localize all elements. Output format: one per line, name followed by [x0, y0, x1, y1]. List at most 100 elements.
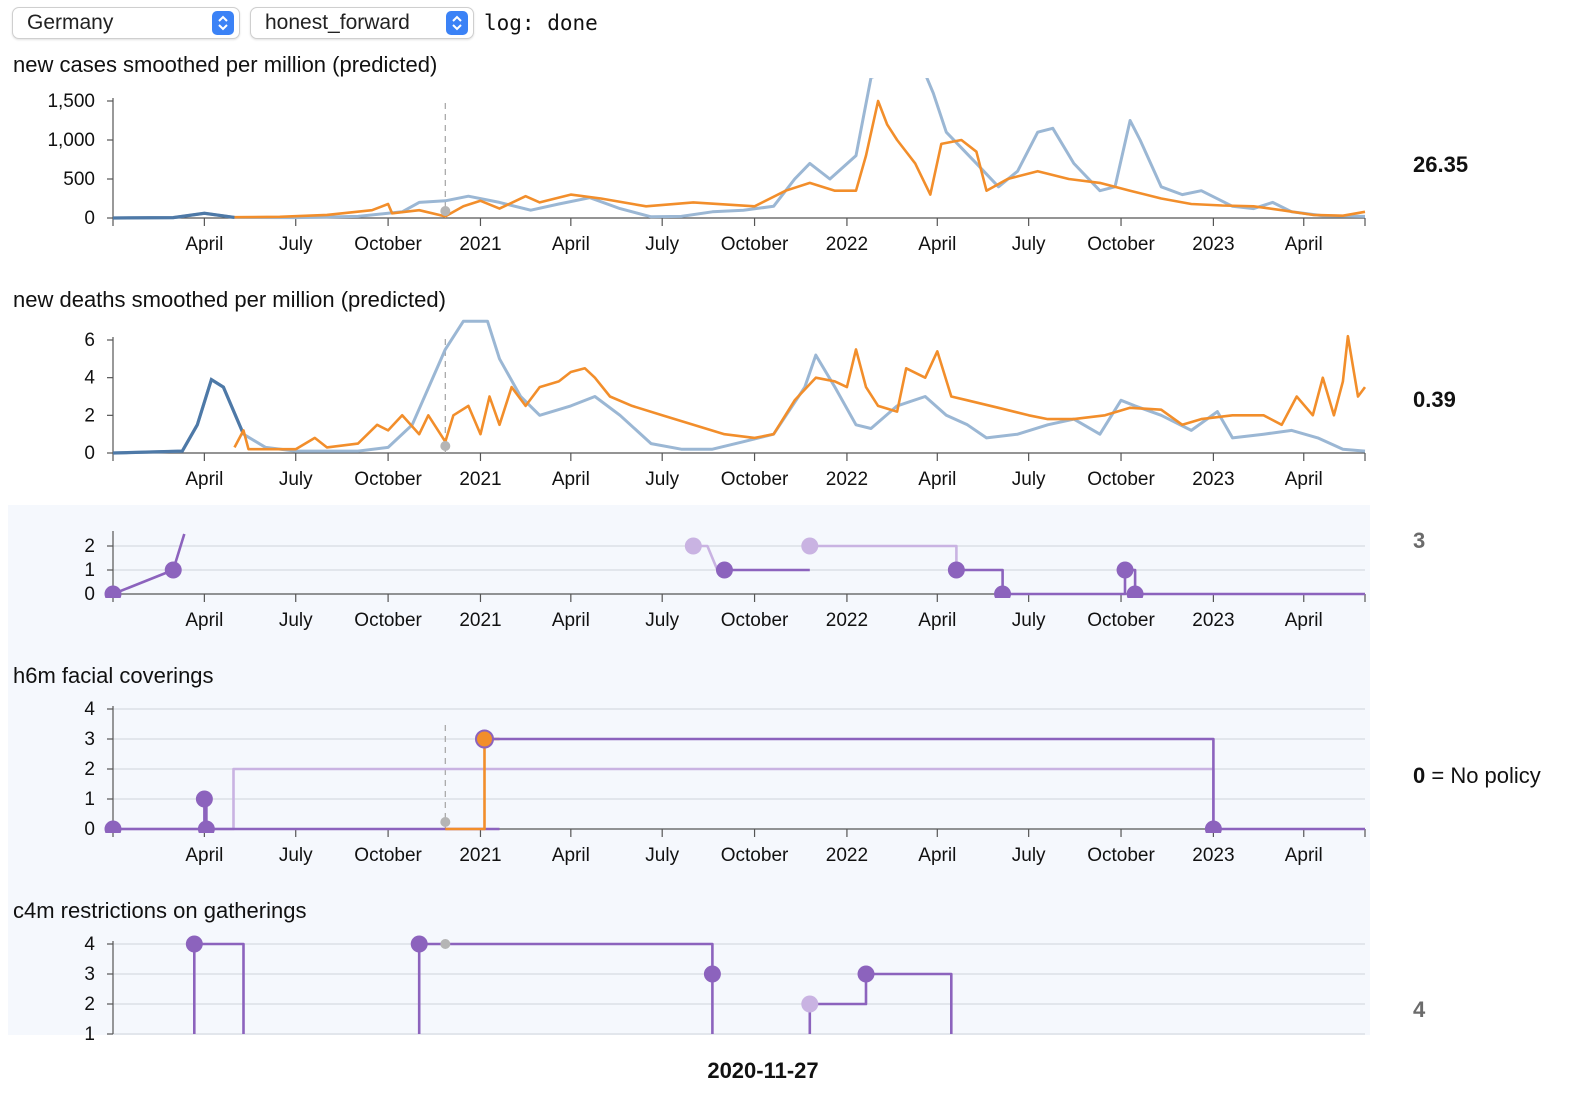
current-date-dot [440, 441, 451, 451]
x-tick-label: October [1087, 845, 1155, 866]
y-tick-label: 2 [84, 536, 95, 557]
current-date-dot [440, 817, 451, 827]
x-tick-label: April [918, 469, 956, 490]
x-tick-label: October [354, 234, 422, 255]
x-tick-label: 2022 [826, 610, 868, 631]
policy-change-marker [715, 561, 733, 579]
x-tick-label: April [185, 610, 223, 631]
policy-change-marker [801, 537, 819, 555]
x-tick-label: October [1087, 610, 1155, 631]
x-tick-label: 2023 [1192, 234, 1234, 255]
x-tick-label: July [279, 845, 313, 866]
policy-change-marker [1204, 820, 1222, 833]
y-tick-label: 0 [84, 208, 95, 229]
policy-change-marker [185, 935, 203, 953]
y-tick-label: 1 [84, 1024, 95, 1045]
policy-change-marker [104, 820, 122, 833]
x-tick-label: July [1012, 845, 1046, 866]
x-tick-label: 2022 [826, 469, 868, 490]
x-tick-label: October [354, 610, 422, 631]
x-tick-label: April [918, 610, 956, 631]
y-tick-label: 4 [84, 934, 95, 955]
country-select[interactable]: Germany [12, 7, 240, 39]
gatherings-chart: 1 2 3 4 [84, 934, 1365, 1045]
series-line-policy [484, 737, 1365, 831]
policy-change-marker [947, 561, 965, 579]
x-tick-label: April [1285, 469, 1323, 490]
x-tick-label: July [645, 469, 679, 490]
x-tick-label: July [645, 610, 679, 631]
policy-change-marker [195, 790, 213, 808]
x-tick-label: April [1285, 234, 1323, 255]
y-tick-label: 3 [84, 964, 95, 985]
y-tick-label: 2 [84, 405, 95, 426]
x-tick-label: 2023 [1192, 610, 1234, 631]
facial-coverings-current-value: 0 = No policy [1413, 763, 1541, 789]
policy-change-marker [1126, 585, 1144, 598]
series-group [112, 78, 1366, 220]
y-tick-label: 4 [84, 368, 95, 389]
facial-coverings-value-label: = No policy [1425, 763, 1541, 788]
x-tick-label: July [1012, 610, 1046, 631]
y-tick-label: 1 [84, 789, 95, 810]
series-line-actual-early [112, 377, 245, 455]
series-line-actual-early [112, 211, 235, 220]
x-tick-label: July [279, 610, 313, 631]
policy-change-marker [164, 561, 182, 579]
series-line-policy [193, 942, 245, 1034]
x-tick-label: April [185, 845, 223, 866]
policy-change-marker [857, 965, 875, 983]
y-tick-label: 3 [84, 729, 95, 750]
x-tick-label: April [185, 234, 223, 255]
facial-coverings-chart: 0 1 2 3 4 April July October 2021 April July Octobe… [84, 699, 1366, 866]
y-tick-label: 2 [84, 759, 95, 780]
policy-change-marker [684, 537, 702, 555]
gatherings-current-value: 4 [1413, 997, 1426, 1022]
x-tick-label: October [1087, 469, 1155, 490]
x-tick-label: 2022 [826, 234, 868, 255]
x-tick-label: October [721, 469, 789, 490]
x-tick-label: 2023 [1192, 845, 1234, 866]
y-tick-label: 0 [84, 819, 95, 840]
gatherings-title: c4m restrictions on gatherings [13, 898, 307, 923]
series-line-predicted [234, 99, 1366, 219]
deaths-current-value: 0.39 [1413, 387, 1456, 412]
x-tick-label: July [645, 845, 679, 866]
select-arrows-icon [212, 11, 234, 35]
y-tick-label: 4 [84, 699, 95, 720]
x-tick-label: 2021 [459, 610, 501, 631]
x-tick-label: April [1285, 610, 1323, 631]
current-date-dot [440, 206, 451, 216]
selected-date: 2020-11-27 [707, 1058, 819, 1083]
x-tick-label: October [721, 845, 789, 866]
toolbar: Germany honest_forward log: done [12, 6, 598, 40]
facial-coverings-title: h6m facial coverings [13, 663, 214, 688]
policy-change-marker [104, 585, 122, 598]
series-line-actual [112, 78, 1366, 220]
y-tick-label: 2 [84, 994, 95, 1015]
series-line-policy [417, 942, 714, 1034]
facial-coverings-value: 0 [1413, 763, 1426, 788]
country-select-value: Germany [27, 11, 114, 34]
x-tick-label: October [1087, 234, 1155, 255]
log-status: log: done [484, 11, 598, 35]
series-group [112, 319, 1367, 455]
policy-current-value: 3 [1413, 528, 1426, 553]
x-tick-label: April [552, 234, 590, 255]
y-tick-label: 1,000 [47, 130, 95, 151]
x-tick-label: July [645, 234, 679, 255]
series-line-policy [808, 972, 953, 1034]
cases-chart: 0 500 1,000 1,500 April July October 2021 April J… [47, 78, 1366, 255]
policy-change-marker [801, 995, 819, 1013]
x-tick-label: 2022 [826, 845, 868, 866]
x-tick-label: April [918, 234, 956, 255]
series-group [185, 935, 953, 1034]
series-line-predicted [233, 334, 1367, 451]
x-tick-label: 2021 [459, 234, 501, 255]
model-select[interactable]: honest_forward [250, 7, 474, 39]
x-tick-label: October [354, 845, 422, 866]
x-tick-label: April [552, 610, 590, 631]
model-select-value: honest_forward [265, 11, 410, 34]
policy-change-marker [703, 965, 721, 983]
x-tick-label: 2021 [459, 845, 501, 866]
